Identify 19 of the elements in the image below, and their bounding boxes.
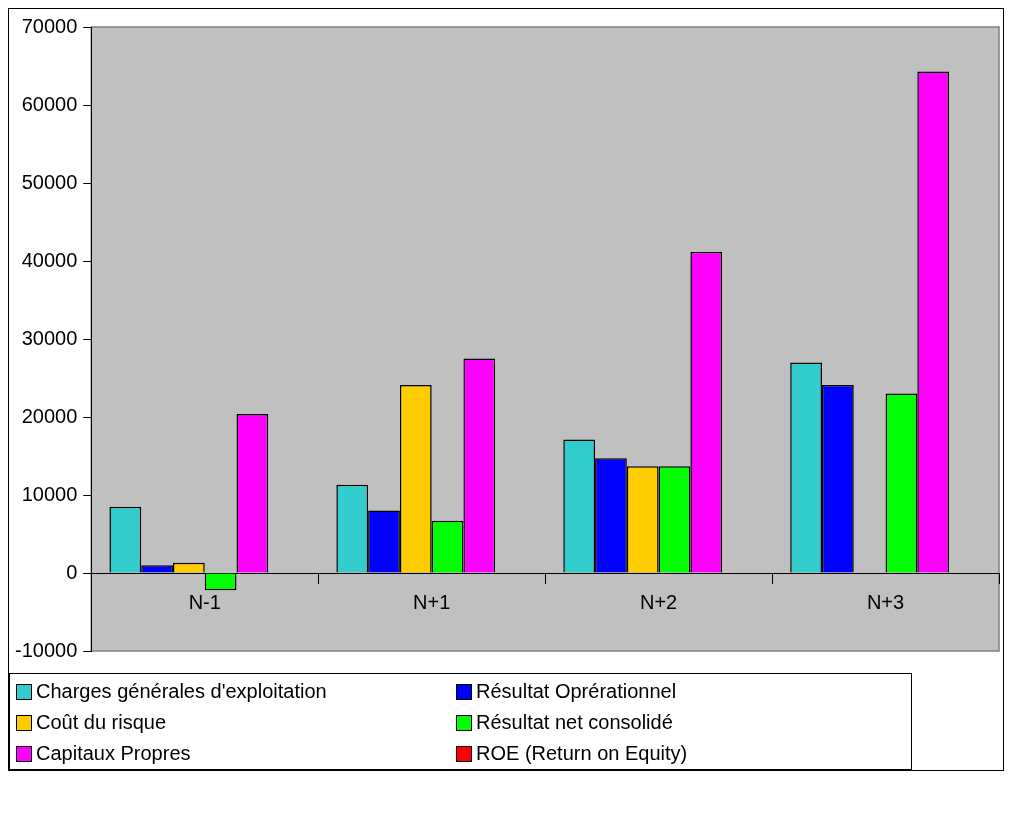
legend-label: Résultat net consolidé [476, 711, 673, 734]
y-tick-label: 60000 [21, 92, 78, 115]
y-tick-label: 70000 [21, 14, 78, 37]
legend-label: Charges générales d'exploitation [36, 680, 327, 703]
x-tick-label: N+1 [413, 590, 451, 613]
y-tick-label: -10000 [14, 638, 78, 661]
legend-label: ROE (Return on Equity) [476, 742, 688, 765]
x-tick-label: N+2 [639, 590, 678, 613]
legend-label: Coût du risque [36, 711, 167, 734]
y-tick-label: 30000 [21, 326, 78, 349]
legend-label: Capitaux Propres [36, 742, 191, 765]
x-tick-label: N-1 [188, 590, 221, 613]
x-tick-label: N+3 [866, 590, 905, 613]
y-tick-label: 40000 [21, 248, 78, 271]
y-tick-label: 50000 [21, 170, 78, 193]
y-tick-label: 0 [66, 560, 78, 583]
y-tick-label: 20000 [21, 404, 78, 427]
legend-label: Résultat Oprérationnel [476, 680, 677, 703]
y-tick-label: 10000 [21, 482, 78, 505]
